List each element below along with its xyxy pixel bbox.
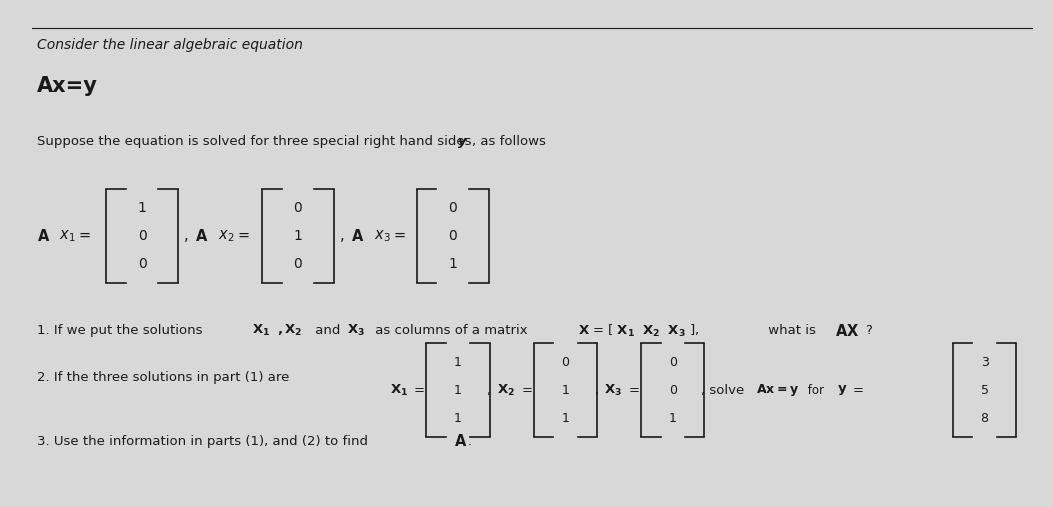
Text: $\mathbf{X_3}$: $\mathbf{X_3}$: [347, 323, 365, 338]
Text: $\mathbf{A}$: $\mathbf{A}$: [454, 433, 468, 449]
Text: 3. Use the information in parts (1), and (2) to find: 3. Use the information in parts (1), and…: [37, 434, 367, 448]
Text: 1: 1: [669, 412, 677, 425]
Text: ,: ,: [340, 228, 344, 243]
Text: $x_2$: $x_2$: [218, 228, 235, 243]
Text: $\mathbf{,X_2}$: $\mathbf{,X_2}$: [277, 323, 302, 338]
Text: and: and: [311, 324, 344, 337]
Text: 2. If the three solutions in part (1) are: 2. If the three solutions in part (1) ar…: [37, 371, 290, 384]
Text: 0: 0: [138, 257, 146, 271]
Text: 1: 1: [561, 412, 570, 425]
Text: $\mathbf{X_3}$: $\mathbf{X_3}$: [604, 383, 622, 398]
Text: =: =: [853, 384, 863, 397]
Text: ,: ,: [184, 228, 188, 243]
Text: 0: 0: [138, 229, 146, 243]
Text: =: =: [79, 228, 92, 243]
Text: =: =: [414, 384, 424, 397]
Text: , as follows: , as follows: [472, 135, 545, 149]
Text: y: y: [458, 135, 466, 149]
Text: 1: 1: [449, 257, 457, 271]
Text: $\mathbf{X}$: $\mathbf{X}$: [578, 324, 590, 337]
Text: 1: 1: [294, 229, 302, 243]
Text: as columns of a matrix: as columns of a matrix: [371, 324, 532, 337]
Text: 1. If we put the solutions: 1. If we put the solutions: [37, 324, 206, 337]
Text: $\mathbf{X_1}$: $\mathbf{X_1}$: [252, 323, 270, 338]
Text: $\bf{A}$: $\bf{A}$: [37, 228, 51, 244]
Text: ?: ?: [866, 324, 873, 337]
Text: 0: 0: [294, 257, 302, 271]
Text: 1: 1: [138, 201, 146, 215]
Text: what is: what is: [764, 324, 820, 337]
Text: 1: 1: [561, 384, 570, 397]
Text: ,: ,: [594, 384, 598, 397]
Text: = [ $\mathbf{X_1}$  $\mathbf{X_2}$  $\mathbf{X_3}$ ],: = [ $\mathbf{X_1}$ $\mathbf{X_2}$ $\math…: [592, 322, 699, 339]
Text: $x_3$: $x_3$: [374, 228, 391, 243]
Text: 8: 8: [980, 412, 989, 425]
Text: Consider the linear algebraic equation: Consider the linear algebraic equation: [37, 38, 302, 52]
Text: $x_1$: $x_1$: [59, 228, 76, 243]
Text: 0: 0: [449, 201, 457, 215]
Text: 0: 0: [449, 229, 457, 243]
Text: =: =: [394, 228, 406, 243]
Text: =: =: [629, 384, 639, 397]
Text: 0: 0: [669, 384, 677, 397]
Text: 1: 1: [454, 384, 462, 397]
Text: $\mathbf{X_1}$: $\mathbf{X_1}$: [390, 383, 408, 398]
Text: $\mathbf{AX}$: $\mathbf{AX}$: [835, 322, 859, 339]
Text: $\mathbf{y}$: $\mathbf{y}$: [837, 383, 848, 397]
Text: $\bf{A}$: $\bf{A}$: [351, 228, 364, 244]
Text: $\mathbf{X_2}$: $\mathbf{X_2}$: [497, 383, 515, 398]
Text: 1: 1: [454, 412, 462, 425]
Text: 3: 3: [980, 356, 989, 369]
Text: Ax=y: Ax=y: [37, 76, 98, 96]
Text: 1: 1: [454, 356, 462, 369]
Text: 0: 0: [294, 201, 302, 215]
Text: =: =: [238, 228, 251, 243]
Text: Suppose the equation is solved for three special right hand sides: Suppose the equation is solved for three…: [37, 135, 476, 149]
Text: 0: 0: [561, 356, 570, 369]
Text: $\mathbf{Ax=y}$: $\mathbf{Ax=y}$: [756, 382, 799, 399]
Text: 5: 5: [980, 384, 989, 397]
Text: 0: 0: [669, 356, 677, 369]
Text: .: .: [468, 434, 472, 448]
Text: for: for: [804, 384, 824, 397]
Text: $\bf{A}$: $\bf{A}$: [195, 228, 208, 244]
Text: ,: ,: [486, 384, 491, 397]
Text: , solve: , solve: [701, 384, 744, 397]
Text: =: =: [521, 384, 532, 397]
